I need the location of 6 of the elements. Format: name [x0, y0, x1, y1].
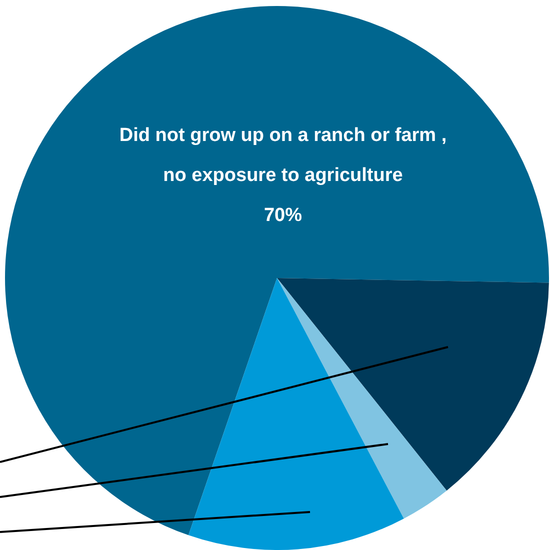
pie-slice	[5, 6, 549, 536]
slice-label: Did not grow up on a ranch or farm , no exposure to agriculture	[119, 125, 447, 186]
pie-slice	[277, 278, 447, 519]
pie-slice	[188, 278, 404, 550]
pie-slice	[277, 278, 549, 491]
data-label: 70%	[264, 205, 302, 226]
